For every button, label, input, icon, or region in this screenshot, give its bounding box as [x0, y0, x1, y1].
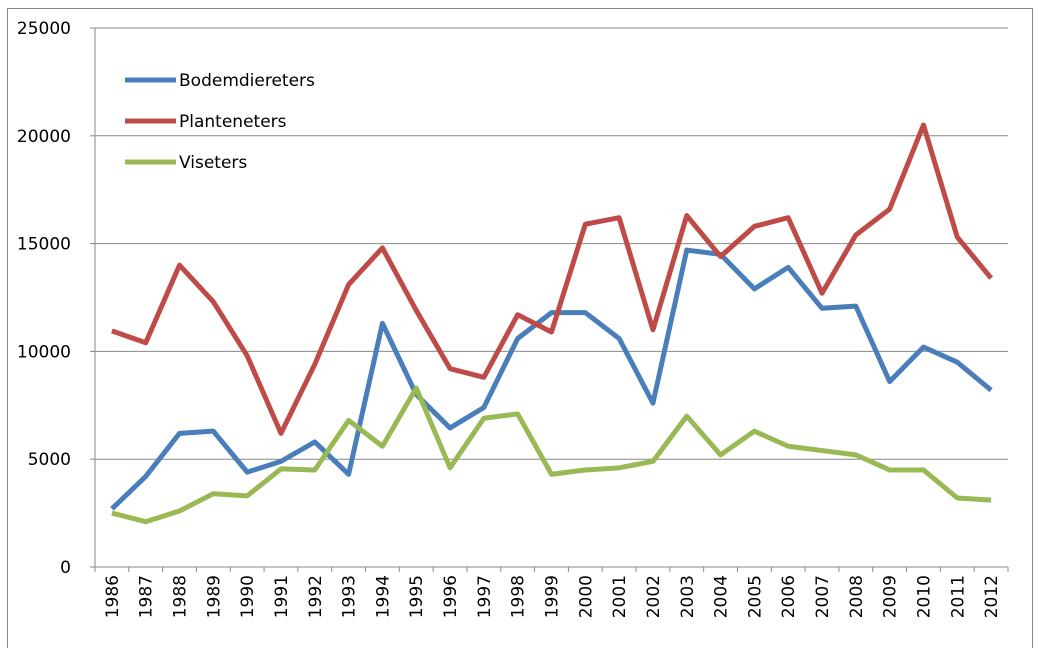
- x-tick-label: 2004: [712, 575, 732, 618]
- y-tick-label: 0: [60, 558, 71, 578]
- x-tick-label: 1989: [204, 575, 224, 618]
- x-tick-label: 1987: [137, 575, 157, 618]
- x-tick-label: 2001: [610, 575, 630, 618]
- x-tick-label: 1994: [373, 575, 393, 618]
- y-tick-label: 20000: [17, 127, 71, 147]
- x-tick-label: 1992: [306, 575, 326, 618]
- legend-label: Viseters: [179, 153, 247, 173]
- line-series: [111, 385, 992, 525]
- legend-label: Planteneters: [179, 112, 287, 132]
- x-tick-label: 2003: [678, 575, 698, 618]
- x-tick-label: 1995: [407, 575, 427, 618]
- x-tick-label: 1991: [272, 575, 292, 618]
- x-tick-label: 2005: [745, 575, 765, 618]
- y-tick-label: 25000: [17, 19, 71, 39]
- x-tick-label: 2002: [644, 575, 664, 618]
- x-tick-label: 1997: [475, 575, 495, 618]
- x-tick-label: 2006: [779, 575, 799, 618]
- chart-frame: [7, 8, 1033, 648]
- x-tick-label: 1993: [340, 575, 360, 618]
- x-tick-label: 1990: [238, 575, 258, 618]
- y-tick-label: 15000: [17, 235, 71, 255]
- x-tick-label: 2007: [813, 575, 833, 618]
- line-series: [110, 247, 993, 511]
- line-series: [111, 122, 994, 436]
- x-tick-label: 1996: [441, 575, 461, 618]
- x-tick-label: 1988: [171, 575, 191, 618]
- x-tick-label: 2008: [847, 575, 867, 618]
- x-tick-label: 2009: [881, 575, 901, 618]
- y-tick-label: 10000: [17, 342, 71, 362]
- x-tick-label: 1986: [103, 575, 123, 618]
- x-tick-label: 2012: [982, 575, 1002, 618]
- x-tick-label: 2011: [948, 575, 968, 618]
- y-tick-label: 5000: [28, 450, 71, 470]
- x-tick-label: 1998: [509, 575, 529, 618]
- legend-label: Bodemdiereters: [179, 71, 315, 91]
- x-tick-label: 2010: [914, 575, 934, 618]
- x-tick-label: 2000: [576, 575, 596, 618]
- x-tick-label: 1999: [543, 575, 563, 618]
